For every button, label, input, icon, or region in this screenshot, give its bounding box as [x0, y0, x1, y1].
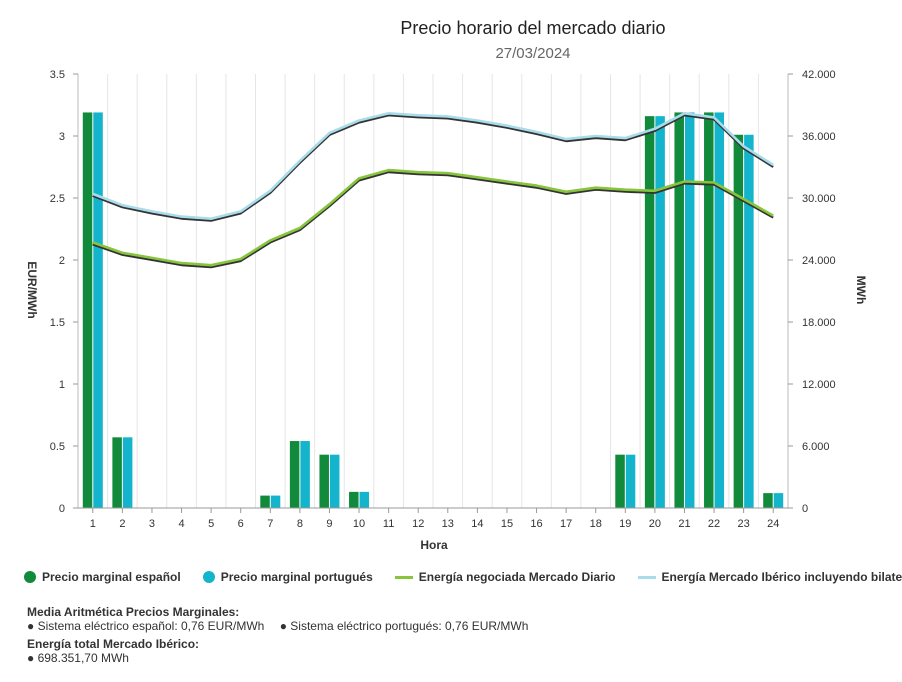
- legend-dot-icon: [24, 571, 36, 583]
- bar-es-21: [674, 112, 684, 508]
- y-right-axis: 0 6.000 12.000 18.000 24.000 30.000 36.000 42.0…: [787, 69, 836, 515]
- y-left-tick-label: 2.5: [50, 193, 65, 205]
- x-tick-label: 2: [119, 518, 125, 530]
- y-right-tick-label: 24.000: [802, 255, 836, 267]
- x-tick-label: 21: [678, 518, 690, 530]
- bar-es-23: [733, 134, 744, 508]
- x-tick-label: 3: [149, 518, 155, 530]
- x-tick-label: 12: [412, 518, 424, 530]
- y-right-tick-label: 36.000: [802, 131, 836, 143]
- x-tick-label: 10: [353, 518, 365, 530]
- x-tick-label: 7: [267, 518, 273, 530]
- bar-pt-10: [359, 491, 370, 508]
- y-left-tick-label: 2: [59, 255, 65, 267]
- x-tick-label: 9: [326, 518, 332, 530]
- y-left-tick-label: 1.5: [50, 317, 65, 329]
- lines: [92, 112, 774, 269]
- x-tick-label: 24: [767, 518, 779, 530]
- y-right-axis-title: MWh: [854, 276, 868, 305]
- bar-es-8: [289, 441, 300, 508]
- media-row: ● Sistema eléctrico español: 0,76 EUR/MW…: [27, 619, 540, 633]
- energia-heading: Energía total Mercado Ibérico:: [27, 637, 200, 651]
- legend-label: Energía Mercado Ibérico incluyendo bilat…: [661, 570, 902, 584]
- x-tick-label: 18: [590, 518, 602, 530]
- x-tick-label: 13: [442, 518, 454, 530]
- energia-value: ● 698.351,70 MWh: [27, 651, 129, 665]
- y-right-tick-label: 18.000: [802, 317, 836, 329]
- x-tick-label: 14: [471, 518, 483, 530]
- bar-pt-9: [329, 454, 340, 508]
- y-right-tick-label: 30.000: [802, 193, 836, 205]
- bar-pt-24: [773, 493, 784, 508]
- legend: Precio marginal español Precio marginal …: [24, 570, 902, 584]
- bar-pt-2: [122, 437, 133, 508]
- x-tick-label: 16: [530, 518, 542, 530]
- media-es: ● Sistema eléctrico español: 0,76 EUR/MW…: [27, 619, 265, 633]
- x-tick-label: 23: [738, 518, 750, 530]
- bar-pt-19: [625, 454, 636, 508]
- chart: Precio horario del mercado diario 27/03/…: [25, 18, 868, 552]
- bars: [82, 112, 784, 508]
- bar-es-2: [112, 437, 122, 508]
- legend-line-icon: [637, 575, 656, 579]
- line-energia-iberico: [92, 112, 774, 220]
- legend-item-precio-es[interactable]: Precio marginal español: [24, 570, 181, 584]
- legend-label: Precio marginal español: [42, 570, 181, 584]
- x-tick-label: 20: [649, 518, 661, 530]
- x-tick-label: 15: [501, 518, 513, 530]
- x-axis-title: Hora: [420, 538, 448, 552]
- bar-pt-22: [714, 112, 725, 508]
- x-tick-label: 6: [238, 518, 244, 530]
- bar-es-10: [349, 491, 359, 508]
- y-left-tick-label: 3: [59, 131, 65, 143]
- y-right-tick-label: 0: [802, 503, 808, 515]
- media-pt: ● Sistema eléctrico portugués: 0,76 EUR/…: [279, 619, 529, 633]
- legend-item-energia-iberico[interactable]: Energía Mercado Ibérico incluyendo bilat…: [637, 570, 902, 584]
- x-axis: 1 2 3 4 5 6 7 8 9 10 11 12 13 14 15 16 17 18 19 20 21 22 23 24: [78, 507, 788, 530]
- y-right-tick-label: 42.000: [802, 69, 836, 81]
- bar-pt-8: [300, 441, 310, 508]
- bar-es-19: [615, 454, 625, 508]
- legend-dot-icon: [202, 571, 215, 583]
- x-tick-label: 8: [297, 518, 303, 530]
- chart-title: Precio horario del mercado diario: [400, 18, 665, 38]
- legend-label: Precio marginal portugués: [220, 570, 373, 584]
- bar-es-22: [704, 112, 714, 508]
- y-left-tick-label: 0: [59, 503, 65, 515]
- y-left-tick-label: 3.5: [50, 69, 65, 81]
- legend-line-icon: [394, 575, 413, 579]
- bar-es-24: [763, 493, 773, 508]
- x-tick-label: 22: [708, 518, 720, 530]
- bar-es-9: [319, 454, 329, 508]
- x-tick-label: 5: [208, 518, 214, 530]
- y-left-tick-label: 1: [59, 379, 65, 391]
- line-shadow-energia-iberico: [92, 114, 774, 222]
- y-left-axis: 0 0.5 1 1.5 2 2.5 3 3.5: [50, 69, 79, 515]
- line-shadow-energia-diario: [92, 171, 774, 269]
- y-left-tick-label: 0.5: [50, 441, 65, 453]
- x-tick-label: 4: [178, 518, 184, 530]
- y-right-tick-label: 6.000: [802, 441, 830, 453]
- legend-label: Energía negociada Mercado Diario: [418, 570, 616, 584]
- bar-es-1: [82, 112, 93, 508]
- bar-pt-23: [744, 134, 754, 508]
- footer-summary: Media Aritmética Precios Marginales: ● S…: [27, 605, 540, 665]
- line-energia-diario: [92, 168, 774, 267]
- x-tick-label: 1: [90, 518, 96, 530]
- media-heading: Media Aritmética Precios Marginales:: [27, 605, 240, 619]
- bar-pt-20: [655, 116, 665, 508]
- bar-pt-21: [684, 112, 695, 508]
- bar-pt-7: [270, 495, 281, 508]
- bar-es-7: [260, 495, 270, 508]
- y-left-axis-title: EUR/MWh: [25, 261, 39, 318]
- bar-pt-1: [93, 112, 103, 508]
- x-tick-label: 11: [383, 518, 394, 530]
- bar-es-20: [644, 116, 655, 508]
- x-tick-label: 17: [560, 518, 572, 530]
- legend-item-precio-pt[interactable]: Precio marginal portugués: [202, 570, 373, 584]
- legend-item-energia-diario[interactable]: Energía negociada Mercado Diario: [394, 570, 616, 584]
- x-tick-label: 19: [619, 518, 631, 530]
- y-right-tick-label: 12.000: [802, 379, 836, 391]
- chart-subtitle: 27/03/2024: [495, 45, 570, 62]
